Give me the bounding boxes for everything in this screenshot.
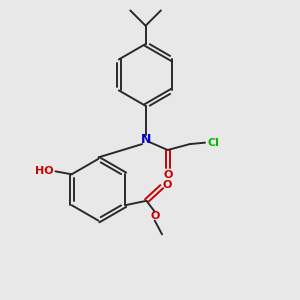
- Text: N: N: [140, 133, 151, 146]
- Text: O: O: [164, 170, 173, 180]
- Text: O: O: [150, 211, 159, 221]
- Text: Cl: Cl: [207, 138, 219, 148]
- Text: O: O: [162, 180, 172, 190]
- Text: HO: HO: [35, 166, 54, 176]
